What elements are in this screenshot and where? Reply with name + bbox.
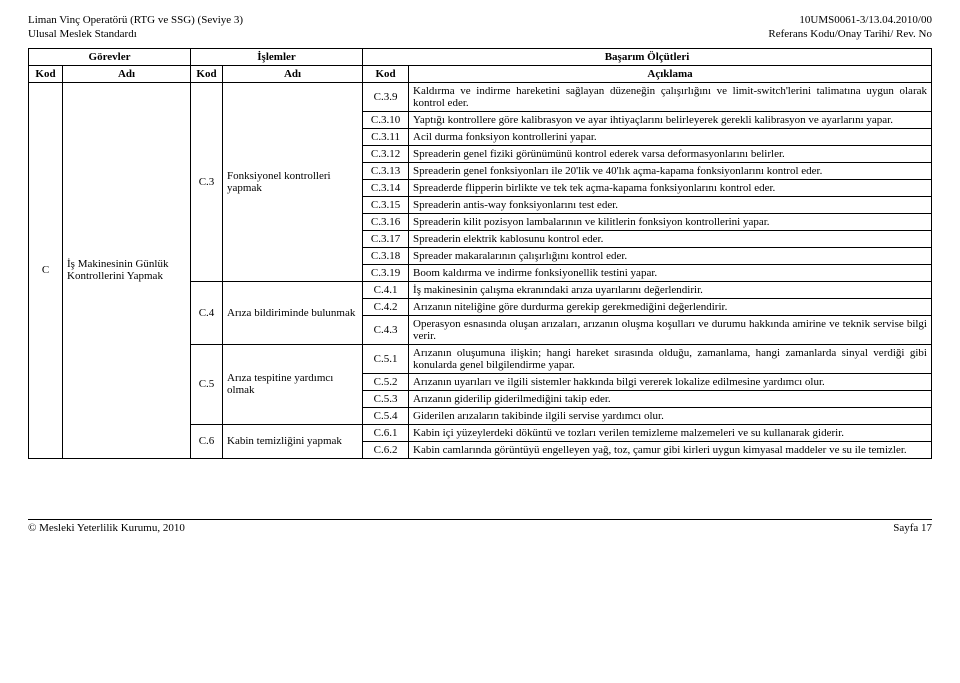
criteria-text: Spreaderin genel fiziki görünümünü kontr… xyxy=(409,145,932,162)
criteria-text: Arızanın uyarıları ve ilgili sistemler h… xyxy=(409,373,932,390)
criteria-text: Arızanın oluşumuna ilişkin; hangi hareke… xyxy=(409,344,932,373)
criteria-text: Arızanın niteliğine göre durdurma gereki… xyxy=(409,298,932,315)
criteria-code: C.3.12 xyxy=(363,145,409,162)
criteria-code: C.3.19 xyxy=(363,264,409,281)
col-islemler: İşlemler xyxy=(191,48,363,65)
op-code: C.5 xyxy=(191,344,223,424)
criteria-code: C.6.2 xyxy=(363,441,409,458)
col-adi: Adı xyxy=(63,65,191,82)
criteria-text: Spreaderin kilit pozisyon lambalarının v… xyxy=(409,213,932,230)
col-adi: Adı xyxy=(223,65,363,82)
criteria-text: Operasyon esnasında oluşan arızaları, ar… xyxy=(409,315,932,344)
table-header-row-1: Görevler İşlemler Başarım Ölçütleri xyxy=(29,48,932,65)
criteria-code: C.3.14 xyxy=(363,179,409,196)
page-header: Liman Vinç Operatörü (RTG ve SSG) (Seviy… xyxy=(28,14,932,42)
col-gorevler: Görevler xyxy=(29,48,191,65)
op-name: Kabin temizliğini yapmak xyxy=(223,424,363,458)
criteria-text: Spreaderde flipperin birlikte ve tek tek… xyxy=(409,179,932,196)
criteria-code: C.3.9 xyxy=(363,82,409,111)
footer-left: © Mesleki Yeterlilik Kurumu, 2010 xyxy=(28,522,185,534)
criteria-text: Giderilen arızaların takibinde ilgili se… xyxy=(409,407,932,424)
criteria-text: Arızanın giderilip giderilmediğini takip… xyxy=(409,390,932,407)
col-kod: Kod xyxy=(191,65,223,82)
page: Liman Vinç Operatörü (RTG ve SSG) (Seviy… xyxy=(0,0,960,542)
doc-subtitle: Ulusal Meslek Standardı xyxy=(28,28,243,42)
criteria-code: C.3.18 xyxy=(363,247,409,264)
criteria-code: C.4.3 xyxy=(363,315,409,344)
criteria-code: C.6.1 xyxy=(363,424,409,441)
criteria-text: Spreaderin antis-way fonksiyonlarını tes… xyxy=(409,196,932,213)
criteria-code: C.5.3 xyxy=(363,390,409,407)
criteria-text: Kabin camlarında görüntüyü engelleyen ya… xyxy=(409,441,932,458)
footer-right: Sayfa 17 xyxy=(893,522,932,534)
criteria-text: Acil durma fonksiyon kontrollerini yapar… xyxy=(409,128,932,145)
criteria-text: Spreaderin genel fonksiyonları ile 20'li… xyxy=(409,162,932,179)
criteria-code: C.3.15 xyxy=(363,196,409,213)
col-kod: Kod xyxy=(29,65,63,82)
col-basarim: Başarım Ölçütleri xyxy=(363,48,932,65)
criteria-code: C.3.10 xyxy=(363,111,409,128)
criteria-code: C.3.11 xyxy=(363,128,409,145)
table-header-row-2: Kod Adı Kod Adı Kod Açıklama xyxy=(29,65,932,82)
criteria-code: C.5.2 xyxy=(363,373,409,390)
criteria-text: Spreaderin elektrik kablosunu kontrol ed… xyxy=(409,230,932,247)
criteria-code: C.5.4 xyxy=(363,407,409,424)
criteria-text: Boom kaldırma ve indirme fonksiyonellik … xyxy=(409,264,932,281)
criteria-code: C.3.17 xyxy=(363,230,409,247)
standards-table: Görevler İşlemler Başarım Ölçütleri Kod … xyxy=(28,48,932,459)
criteria-text: Kaldırma ve indirme hareketini sağlayan … xyxy=(409,82,932,111)
criteria-code: C.4.1 xyxy=(363,281,409,298)
doc-ref: 10UMS0061-3/13.04.2010/00 xyxy=(768,14,932,28)
op-name: Arıza bildiriminde bulunmak xyxy=(223,281,363,344)
page-footer: © Mesleki Yeterlilik Kurumu, 2010 Sayfa … xyxy=(28,519,932,534)
header-right: 10UMS0061-3/13.04.2010/00 Referans Kodu/… xyxy=(768,14,932,42)
header-left: Liman Vinç Operatörü (RTG ve SSG) (Seviy… xyxy=(28,14,243,42)
criteria-text: İş makinesinin çalışma ekranındaki arıza… xyxy=(409,281,932,298)
op-code: C.6 xyxy=(191,424,223,458)
task-name: İş Makinesinin Günlük Kontrollerini Yapm… xyxy=(63,82,191,458)
doc-ref-label: Referans Kodu/Onay Tarihi/ Rev. No xyxy=(768,28,932,42)
doc-title: Liman Vinç Operatörü (RTG ve SSG) (Seviy… xyxy=(28,14,243,28)
criteria-code: C.3.13 xyxy=(363,162,409,179)
table-row: C İş Makinesinin Günlük Kontrollerini Ya… xyxy=(29,82,932,111)
op-name: Arıza tespitine yardımcı olmak xyxy=(223,344,363,424)
criteria-text: Kabin içi yüzeylerdeki döküntü ve tozlar… xyxy=(409,424,932,441)
criteria-code: C.5.1 xyxy=(363,344,409,373)
op-name: Fonksiyonel kontrolleri yapmak xyxy=(223,82,363,281)
op-code: C.4 xyxy=(191,281,223,344)
criteria-code: C.4.2 xyxy=(363,298,409,315)
col-kod: Kod xyxy=(363,65,409,82)
op-code: C.3 xyxy=(191,82,223,281)
criteria-text: Yaptığı kontrollere göre kalibrasyon ve … xyxy=(409,111,932,128)
criteria-code: C.3.16 xyxy=(363,213,409,230)
task-code: C xyxy=(29,82,63,458)
col-aciklama: Açıklama xyxy=(409,65,932,82)
criteria-text: Spreader makaralarının çalışırlığını kon… xyxy=(409,247,932,264)
